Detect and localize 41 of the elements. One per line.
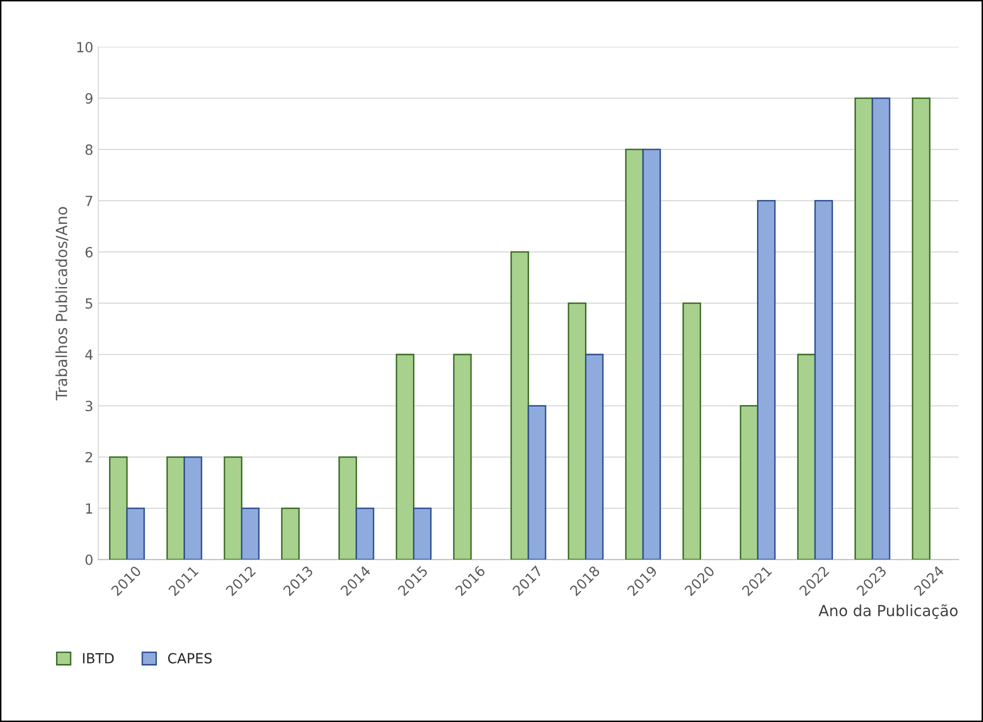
bar	[184, 456, 202, 560]
y-tick-label: 9	[85, 93, 92, 104]
y-axis-title: Trabalhos Publicados/Ano	[55, 207, 68, 400]
bar	[740, 405, 758, 560]
bar	[453, 354, 472, 560]
bar	[356, 508, 374, 560]
y-tick-label: 8	[86, 144, 92, 155]
y-tick-label: 4	[85, 350, 93, 360]
bar	[109, 456, 128, 560]
legend-label: CAPES	[168, 652, 212, 664]
y-tick-label: 10	[77, 42, 93, 52]
bar	[797, 354, 816, 560]
y-tick-label: 3	[86, 400, 92, 412]
bar	[166, 456, 186, 560]
y-tick-label: 0	[86, 554, 93, 566]
y-tick-label: 7	[86, 196, 92, 206]
bar	[854, 97, 874, 560]
y-tick-label: 5	[86, 298, 92, 309]
bar	[757, 200, 776, 560]
bar	[224, 456, 242, 560]
bar	[912, 97, 930, 560]
y-tick-label: 2	[86, 452, 92, 462]
bar	[625, 148, 644, 560]
bar	[240, 508, 260, 560]
bar	[872, 97, 890, 560]
legend-label: IBTD	[83, 653, 114, 664]
bar	[642, 148, 661, 560]
bar	[814, 200, 833, 560]
x-axis-title: Ano da Publicação	[818, 604, 958, 620]
bar	[528, 405, 546, 560]
bar	[338, 456, 358, 560]
bar	[510, 251, 530, 560]
bar	[281, 508, 300, 560]
y-tick-label: 1	[86, 503, 92, 514]
bar	[585, 354, 604, 560]
bar	[412, 508, 432, 560]
bar	[682, 302, 702, 560]
bar	[396, 354, 414, 560]
y-tick-label: 6	[86, 246, 93, 258]
bar	[568, 302, 586, 560]
bar	[126, 508, 145, 560]
